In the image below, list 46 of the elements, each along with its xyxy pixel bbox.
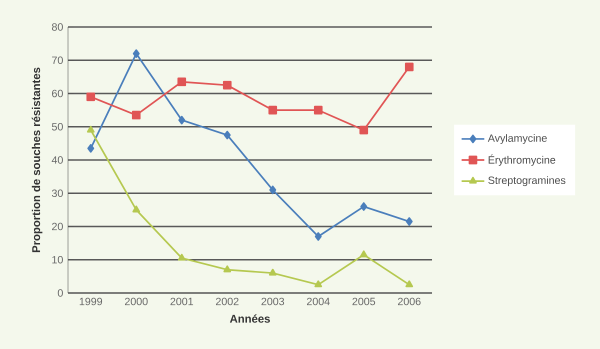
- point: [132, 110, 141, 120]
- point: [360, 250, 368, 258]
- point: [224, 130, 231, 140]
- x-tick-label: 2000: [124, 298, 148, 306]
- y-tick-label: 30: [52, 189, 63, 198]
- point: [268, 268, 277, 276]
- point: [359, 126, 368, 134]
- x-axis-title: Années: [230, 314, 270, 323]
- point: [178, 254, 186, 261]
- point: [178, 116, 186, 124]
- point: [132, 49, 140, 58]
- point: [222, 80, 232, 90]
- y-tick-label: 50: [52, 122, 63, 131]
- x-tick-label: 2006: [398, 298, 421, 306]
- point: [360, 202, 368, 211]
- y-tick-label: 60: [52, 90, 63, 98]
- legend-label: Streptogramines: [488, 176, 566, 186]
- point: [223, 265, 232, 272]
- point: [314, 232, 322, 241]
- point: [86, 126, 95, 133]
- point: [314, 280, 322, 288]
- legend-label: Avylamycine: [488, 134, 547, 144]
- x-tick-label: 2004: [306, 298, 330, 306]
- legend-label: Érythromycine: [488, 154, 556, 166]
- y-tick-label: 0: [58, 289, 63, 297]
- x-tick-label: 1999: [80, 298, 102, 306]
- point: [314, 106, 323, 114]
- point: [132, 206, 140, 212]
- point: [406, 217, 413, 226]
- point: [86, 92, 96, 102]
- x-tick-label: 2005: [352, 298, 376, 306]
- x-tick-label: 2001: [170, 298, 194, 306]
- y-tick-label: 10: [52, 256, 63, 264]
- point: [405, 280, 414, 288]
- point: [269, 186, 276, 194]
- point: [404, 62, 414, 72]
- point: [177, 78, 186, 86]
- y-tick-label: 80: [52, 23, 63, 31]
- y-tick-label: 40: [52, 156, 63, 164]
- y-tick-label: 20: [52, 222, 63, 230]
- y-axis-title: Proportion de souches résistantes: [32, 68, 42, 252]
- point: [87, 144, 94, 153]
- point: [268, 106, 278, 114]
- x-tick-label: 2003: [261, 298, 284, 306]
- x-tick-label: 2002: [216, 298, 239, 306]
- y-tick-label: 70: [52, 56, 63, 64]
